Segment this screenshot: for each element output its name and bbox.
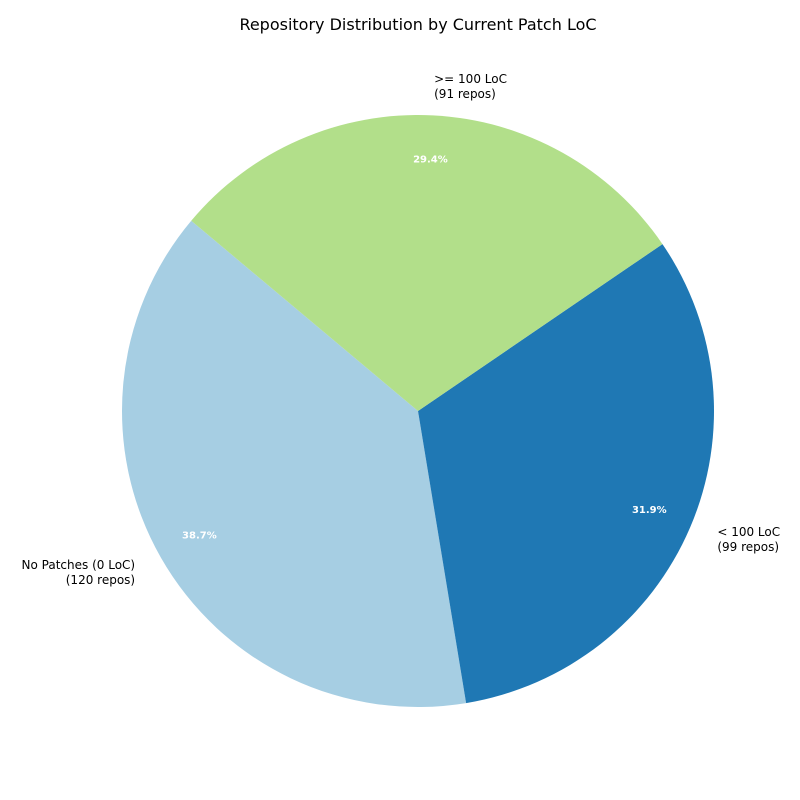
pie-category-count-0: (120 repos)	[66, 573, 135, 587]
pie-category-label-2: >= 100 LoC (91 repos)	[434, 72, 507, 101]
pie-slice-2	[191, 114, 663, 411]
chart-title: Repository Distribution by Current Patch…	[239, 15, 596, 34]
pie-slices	[121, 114, 715, 707]
pie-category-count-2: (91 repos)	[434, 87, 496, 101]
pie-category-name-1: < 100 LoC	[717, 525, 780, 539]
pie-labels: 38.7% No Patches (0 LoC) (120 repos) 31.9% <…	[22, 72, 781, 587]
pie-category-label-0: No Patches (0 LoC) (120 repos)	[22, 558, 136, 587]
pie-percent-label-0: 38.7%	[182, 531, 217, 542]
pie-category-label-1: < 100 LoC (99 repos)	[717, 525, 780, 554]
pie-category-name-0: No Patches (0 LoC)	[22, 558, 136, 572]
pie-slice-0	[121, 220, 467, 707]
pie-slice-1	[418, 244, 715, 704]
pie-category-name-2: >= 100 LoC	[434, 72, 507, 86]
pie-percent-label-1: 31.9%	[632, 505, 667, 516]
pie-percent-label-2: 29.4%	[413, 155, 448, 166]
pie-category-count-1: (99 repos)	[717, 540, 779, 554]
